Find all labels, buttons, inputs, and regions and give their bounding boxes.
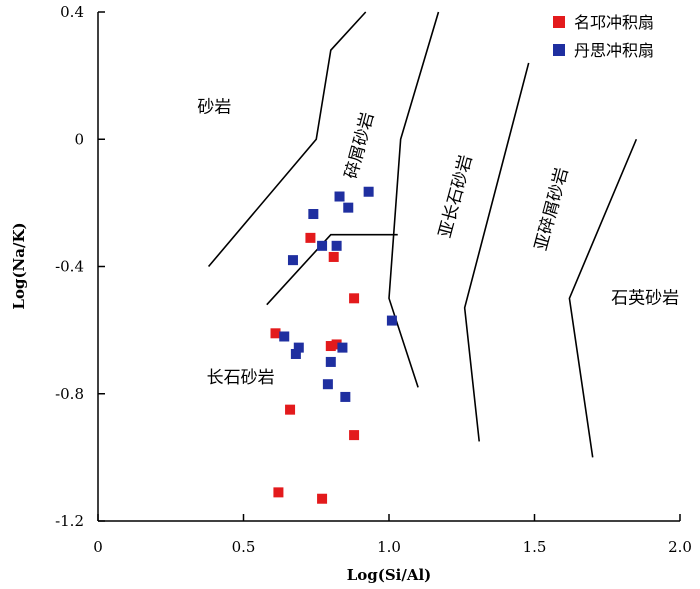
blue-data-point (325, 356, 336, 367)
blue-data-point (293, 342, 304, 353)
red-data-point (349, 293, 360, 304)
blue-data-point (334, 191, 345, 202)
red-data-point (273, 487, 284, 498)
boundary-4-line (463, 62, 530, 442)
boundary-3-line (388, 11, 440, 388)
region-label: 碎屑砂岩 (341, 110, 378, 181)
region-label: 亚碎屑砂岩 (531, 166, 572, 253)
x-tick-label: 0.5 (232, 538, 256, 556)
boundary-lines (207, 11, 638, 458)
blue-data-point (290, 348, 301, 359)
red-data-point (328, 251, 339, 262)
x-tick-label: 1.5 (523, 538, 547, 556)
boundary-2-line (266, 233, 398, 306)
blue-data-point (363, 186, 374, 197)
boundary-5-line (568, 138, 638, 458)
axes (97, 12, 680, 522)
blue-data-point (337, 342, 348, 353)
legend-label: 名邛冲积扇 (574, 13, 654, 32)
blue-data-point (340, 391, 351, 402)
blue-data-point (279, 331, 290, 342)
red-data-point (285, 404, 296, 415)
data-points (270, 186, 397, 504)
y-axis-title: Log(Na/K) (10, 222, 28, 309)
red-data-point (317, 493, 328, 504)
red-data-point (325, 341, 336, 352)
region-label: 长石砂岩 (207, 368, 275, 388)
blue-data-point (386, 315, 397, 326)
blue-data-point (317, 240, 328, 251)
x-tick-label: 2.0 (668, 538, 692, 556)
y-tick-label: -0.8 (55, 385, 84, 403)
blue-data-point (322, 379, 333, 390)
legend-label: 丹思冲积扇 (574, 41, 654, 60)
legend-marker (553, 16, 565, 28)
region-label: 亚长石砂岩 (435, 153, 476, 240)
y-tick-label: 0 (74, 130, 84, 148)
x-tick-label: 1.0 (377, 538, 401, 556)
axis-ticks: 0 0.5 1.0 1.5 2.0 0.4 0 -0.4 -0.8 -1.2 (55, 3, 692, 556)
red-data-point (331, 339, 342, 350)
x-axis-title: Log(Si/Al) (347, 566, 432, 584)
red-data-point (270, 328, 281, 339)
blue-data-point (308, 209, 319, 220)
legend-marker (553, 44, 565, 56)
boundary-1-line (207, 11, 367, 268)
red-data-point (305, 232, 316, 243)
y-tick-label: -1.2 (55, 512, 84, 530)
blue-data-point (331, 240, 342, 251)
red-data-point (349, 430, 360, 441)
y-tick-label: 0.4 (60, 3, 84, 21)
region-label: 砂岩 (197, 97, 231, 117)
region-label: 石英砂岩 (611, 288, 679, 308)
blue-data-point (287, 255, 298, 266)
blue-data-point (343, 202, 354, 213)
y-tick-label: -0.4 (55, 258, 84, 276)
x-tick-label: 0 (93, 538, 103, 556)
